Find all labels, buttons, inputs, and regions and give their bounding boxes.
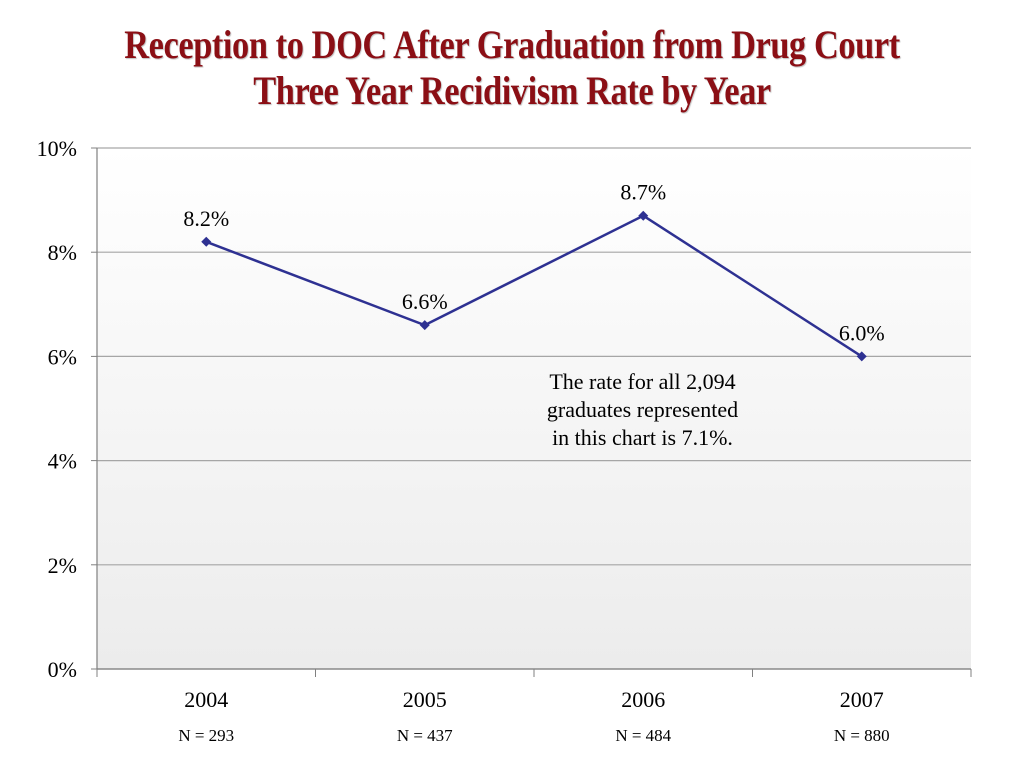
y-tick-label: 10% bbox=[37, 136, 77, 161]
chart-title-line-1: Reception to DOC After Graduation from D… bbox=[124, 22, 900, 67]
data-label: 6.6% bbox=[402, 289, 448, 314]
chart-annotation: The rate for all 2,094 graduates represe… bbox=[510, 368, 775, 452]
y-tick-label: 2% bbox=[48, 553, 77, 578]
data-label: 8.2% bbox=[183, 206, 229, 231]
data-label: 6.0% bbox=[839, 320, 885, 345]
chart-title: Reception to DOC After Graduation from D… bbox=[72, 22, 953, 114]
x-tick-sublabel: N = 293 bbox=[178, 726, 234, 745]
y-tick-label: 4% bbox=[48, 449, 77, 474]
x-tick-label: 2007 bbox=[840, 687, 884, 712]
annotation-line-3: in this chart is 7.1%. bbox=[552, 425, 733, 450]
data-point bbox=[201, 236, 212, 247]
data-point bbox=[856, 351, 867, 362]
x-tick-sublabel: N = 484 bbox=[615, 726, 671, 745]
plot-area bbox=[97, 148, 971, 669]
data-point bbox=[419, 320, 430, 331]
annotation-line-1: The rate for all 2,094 bbox=[549, 369, 736, 394]
data-label: 8.7% bbox=[620, 180, 666, 205]
x-tick-label: 2004 bbox=[184, 687, 228, 712]
x-tick-sublabel: N = 437 bbox=[397, 726, 453, 745]
y-tick-label: 0% bbox=[48, 657, 77, 682]
chart-title-line-2: Three Year Recidivism Rate by Year bbox=[253, 68, 771, 113]
y-tick-label: 6% bbox=[48, 344, 77, 369]
annotation-line-2: graduates represented bbox=[546, 397, 739, 422]
series-line bbox=[205, 214, 863, 358]
x-tick-sublabel: N = 880 bbox=[834, 726, 890, 745]
y-tick-label: 8% bbox=[48, 240, 77, 265]
x-tick-label: 2005 bbox=[403, 687, 447, 712]
data-point bbox=[638, 210, 649, 221]
x-tick-label: 2006 bbox=[621, 687, 665, 712]
